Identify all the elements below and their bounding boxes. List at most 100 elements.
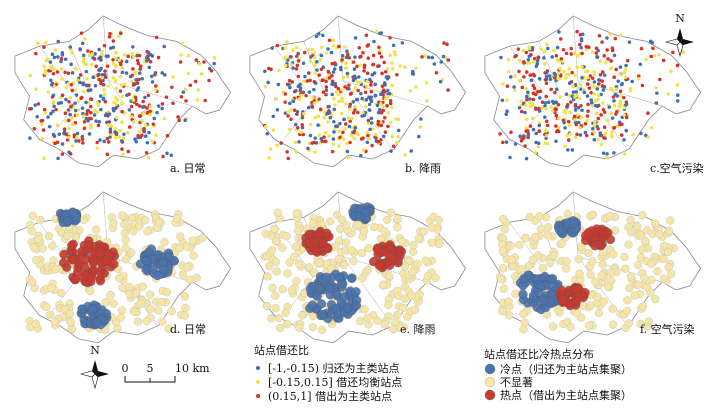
- station-dot: [590, 84, 595, 88]
- station-dot: [376, 119, 381, 124]
- station-dot: [524, 86, 528, 91]
- station-dot: [501, 82, 505, 86]
- station-dot: [312, 140, 316, 145]
- station-dot: [127, 108, 132, 112]
- station-dot: [532, 86, 537, 90]
- station-dot: [442, 41, 446, 45]
- station-circle: [623, 296, 632, 305]
- station-circle: [115, 274, 124, 283]
- station-dot: [332, 67, 337, 71]
- station-dot: [625, 58, 630, 63]
- station-dot: [108, 130, 113, 134]
- station-dot: [657, 52, 661, 57]
- legend-item: [-0.15,0.15] 借还均衡站点: [268, 375, 402, 389]
- station-dot: [577, 120, 581, 125]
- hotspot-circle: [581, 231, 591, 241]
- station-dot: [313, 115, 318, 120]
- station-circle: [332, 210, 342, 219]
- station-dot: [33, 103, 37, 107]
- station-dot: [283, 92, 288, 96]
- station-dot: [142, 110, 146, 115]
- station-circle: [586, 270, 595, 279]
- station-dot: [380, 84, 385, 88]
- station-dot: [544, 133, 549, 138]
- map-panel: [249, 15, 466, 168]
- station-dot: [373, 94, 378, 98]
- station-dot: [381, 88, 386, 92]
- station-dot: [294, 67, 299, 71]
- station-dot: [573, 73, 577, 77]
- station-dot: [326, 120, 330, 124]
- station-dot: [661, 58, 666, 63]
- station-circle: [647, 275, 656, 284]
- station-circle: [608, 320, 618, 329]
- station-circle: [383, 215, 392, 224]
- station-circle: [380, 227, 389, 236]
- station-dot: [179, 53, 183, 57]
- station-dot: [78, 80, 82, 85]
- hotspot-circle: [539, 296, 549, 306]
- station-dot: [390, 83, 394, 88]
- station-circle: [138, 282, 147, 291]
- station-dot: [544, 74, 549, 79]
- station-dot: [88, 122, 93, 127]
- station-dot: [286, 110, 290, 114]
- station-dot: [624, 63, 628, 68]
- station-circle: [363, 313, 372, 322]
- station-dot: [363, 90, 368, 95]
- station-dot: [376, 64, 380, 69]
- station-dot: [349, 91, 353, 96]
- station-dot: [639, 131, 643, 136]
- station-circle: [92, 225, 101, 234]
- station-dot: [578, 82, 583, 87]
- map-panel: [484, 191, 701, 344]
- station-circle: [162, 288, 172, 297]
- station-dot: [56, 156, 60, 161]
- station-dot: [81, 114, 86, 119]
- station-dot: [114, 102, 118, 106]
- station-dot: [97, 47, 101, 52]
- station-dot: [47, 69, 51, 73]
- station-dot: [120, 147, 124, 151]
- station-dot: [133, 95, 138, 100]
- station-dot: [111, 45, 116, 50]
- station-dot: [148, 109, 152, 113]
- station-dot: [203, 98, 207, 103]
- station-dot: [444, 56, 448, 60]
- station-circle: [57, 288, 66, 298]
- station-dot: [140, 76, 144, 81]
- station-dot: [506, 69, 511, 74]
- station-dot: [136, 86, 141, 90]
- station-dot: [623, 67, 628, 71]
- scale-label: 0: [122, 362, 129, 375]
- station-dot: [580, 76, 584, 80]
- station-dot: [575, 132, 579, 137]
- legend-title: 站点借还比: [254, 343, 309, 357]
- station-dot: [287, 78, 292, 83]
- station-dot: [87, 132, 92, 136]
- station-dot: [120, 94, 125, 99]
- station-circle: [525, 212, 534, 222]
- station-dot: [138, 67, 143, 71]
- station-circle: [262, 301, 272, 311]
- station-dot: [578, 125, 582, 130]
- station-dot: [388, 99, 393, 103]
- station-dot: [89, 97, 93, 101]
- station-circle: [405, 256, 414, 266]
- station-dot: [586, 75, 590, 80]
- station-dot: [145, 111, 149, 115]
- station-dot: [361, 50, 365, 55]
- station-dot: [602, 136, 606, 140]
- station-dot: [141, 105, 145, 109]
- station-dot: [543, 101, 548, 105]
- station-dot: [114, 96, 118, 100]
- station-dot: [125, 59, 129, 64]
- station-circle: [142, 316, 151, 326]
- station-dot: [308, 59, 313, 64]
- station-dot: [600, 101, 605, 105]
- station-dot: [676, 93, 680, 97]
- scale-bar: 0 5 10 km: [122, 362, 210, 383]
- station-dot: [94, 64, 98, 69]
- hotspot-circle: [101, 255, 111, 265]
- station-dot: [524, 126, 528, 130]
